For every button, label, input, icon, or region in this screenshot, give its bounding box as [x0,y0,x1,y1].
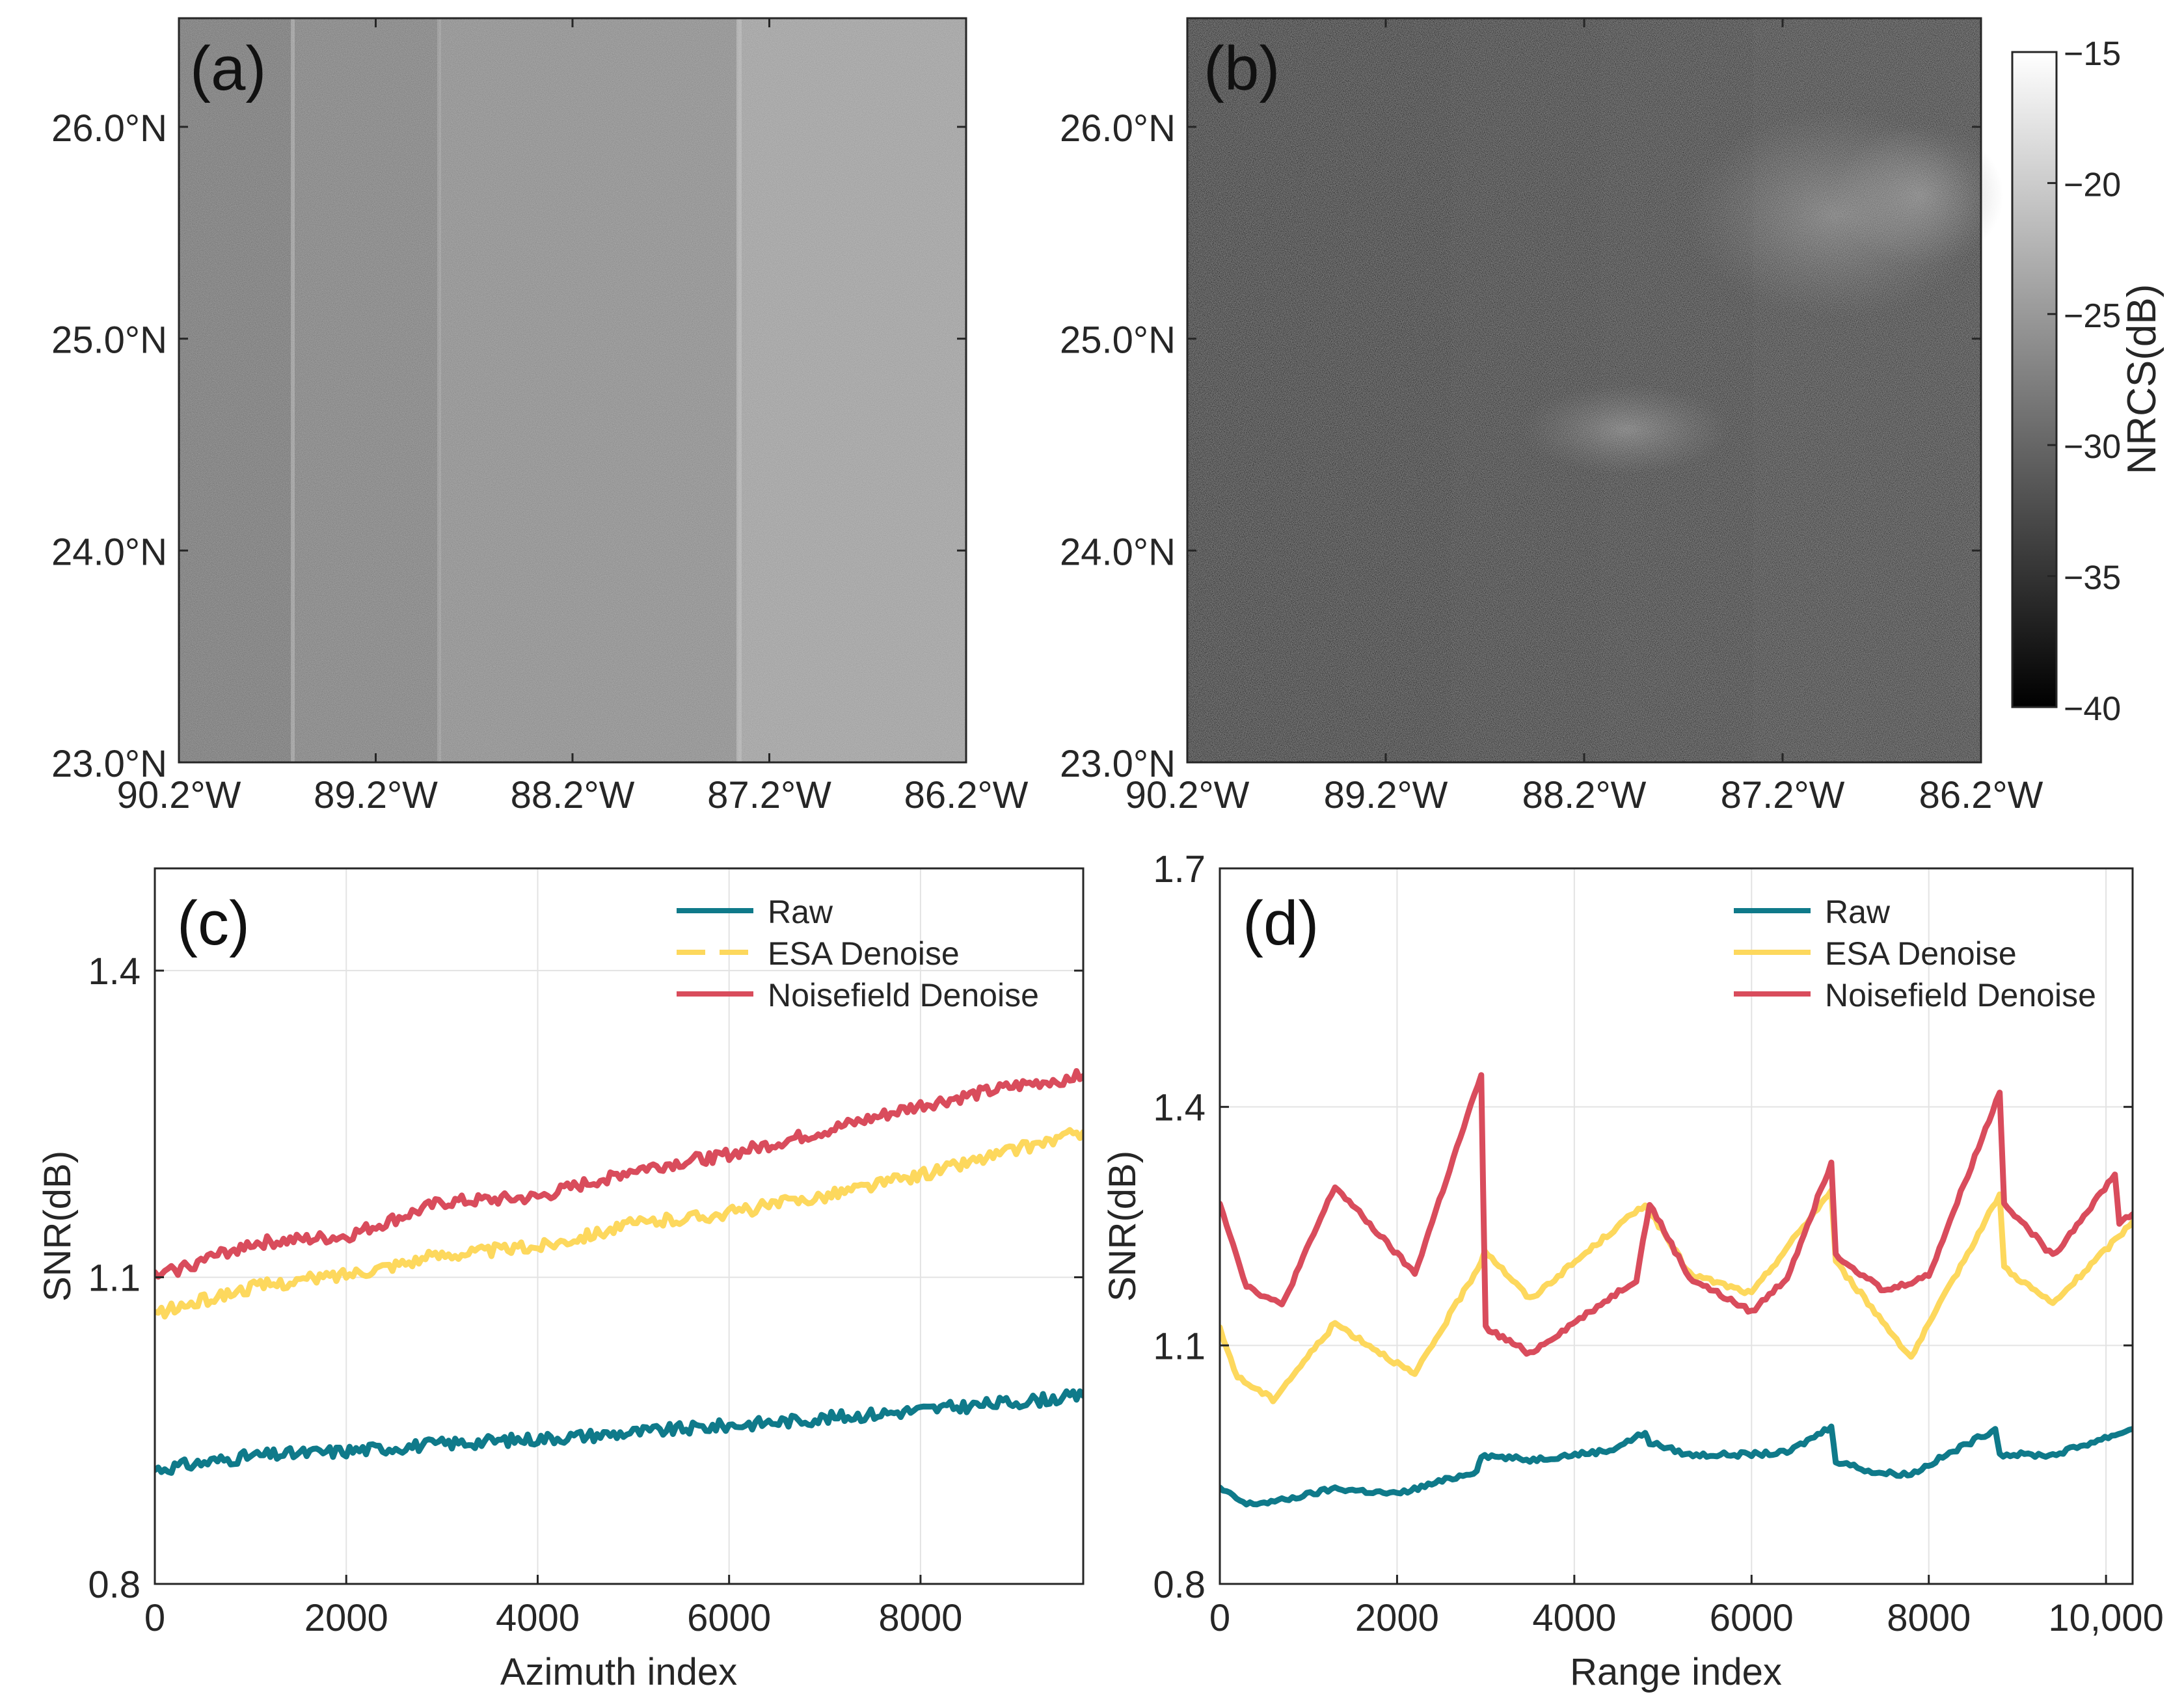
y-tick-label: 23.0°N [1060,743,1176,785]
x-tick-label: 86.2°W [904,774,1029,816]
y-tick-label: 25.0°N [51,319,167,362]
panel-c-ylabel: SNR(dB) [36,1151,79,1302]
x-tick-label: 89.2°W [1324,774,1448,816]
subswath-2 [293,18,439,762]
y-tick-label: 25.0°N [1060,319,1176,362]
x-tick-label: 87.2°W [707,774,831,816]
y-tick-label: 1.4 [1153,1087,1206,1129]
x-tick-label: 6000 [1710,1597,1794,1639]
legend-label: ESA Denoise [768,935,960,972]
colorbar-tick-label: −25 [2064,297,2121,335]
y-tick-label: 0.8 [1153,1564,1206,1606]
panel-a-label: (a) [190,34,266,103]
panel-c-azimuth-snr: 0 2000 4000 6000 8000 0.8 1.1 1.4 (c) Azimuth i… [36,867,1085,1693]
legend-label: Raw [768,894,833,930]
x-tick-label: 4000 [496,1597,580,1639]
panel-a-sar-image: (a) 26.0°N 25.0°N 24.0°N 23.0°N 90.2°W 89.2°… [51,17,1029,816]
panel-c-legend: Raw ESA Denoise Noisefield Denoise [677,894,1039,1013]
legend-label: Noisefield Denoise [768,977,1039,1013]
subswath-edge-3 [736,18,742,762]
panel-d-label: (d) [1243,889,1319,958]
panel-d-ylabel: SNR(dB) [1101,1151,1144,1302]
y-tick-label: 1.1 [88,1257,141,1300]
panel-a-y-ticks: 26.0°N 25.0°N 24.0°N 23.0°N [51,107,966,785]
panel-d-series [1220,1072,2133,1508]
panel-d-ticks: 0 2000 4000 6000 8000 10,000 0.8 1.1 1.4 1.7 [1153,848,2163,1639]
x-tick-label: 88.2°W [511,774,635,816]
x-tick-label: 8000 [878,1597,962,1639]
y-tick-label: 26.0°N [51,107,167,150]
y-tick-label: 26.0°N [1060,107,1176,150]
panel-d-xlabel: Range index [1570,1651,1782,1693]
x-tick-label: 87.2°W [1721,774,1845,816]
panel-b-image [1187,18,2004,762]
legend-label: Noisefield Denoise [1825,977,2096,1013]
colorbar-tick-label: −20 [2064,166,2121,204]
legend-label: ESA Denoise [1825,935,2017,972]
x-tick-label: 2000 [304,1597,388,1639]
bright-feature [1522,384,1731,475]
subswath-edge-1 [291,18,295,762]
panel-c-xlabel: Azimuth index [500,1651,737,1693]
y-tick-label: 24.0°N [51,531,167,573]
panel-c-frame [154,867,1085,1585]
bright-feature [1835,124,2004,267]
x-tick-label: 4000 [1532,1597,1616,1639]
panel-a-image [179,18,966,762]
series-line-noisefield-denoise [155,1068,1083,1280]
x-tick-label: 86.2°W [1919,774,2043,816]
colorbar-tick-label: −15 [2064,35,2121,73]
series-line-raw [1220,1423,2133,1508]
subswath-edge-2 [437,18,441,762]
panel-b-label: (b) [1204,34,1280,103]
x-tick-label: 88.2°W [1522,774,1647,816]
subswath-1 [1187,18,1451,762]
x-tick-label: 2000 [1355,1597,1439,1639]
panel-b-y-ticks: 26.0°N 25.0°N 24.0°N 23.0°N [1060,107,1981,785]
y-tick-label: 24.0°N [1060,531,1176,573]
x-tick-label: 90.2°W [1126,774,1250,816]
x-tick-label: 6000 [687,1597,771,1639]
series-line-esa-denoise [155,1127,1083,1320]
y-tick-label: 1.4 [88,950,141,993]
series-line-raw [155,1388,1083,1476]
colorbar-tick-label: −40 [2064,690,2121,728]
legend-label: Raw [1825,894,1891,930]
panel-d-legend: Raw ESA Denoise Noisefield Denoise [1734,894,2096,1013]
subswath-1 [179,18,293,762]
colorbar-label: NRCS(dB) [2120,284,2164,475]
x-tick-label: 8000 [1887,1597,1971,1639]
series-line-noisefield-denoise [1220,1072,2133,1357]
panel-c-label: (c) [177,889,250,958]
colorbar-gradient [2011,51,2058,708]
x-tick-label: 89.2°W [314,774,438,816]
subswath-4 [738,18,966,762]
y-tick-label: 1.7 [1153,848,1206,891]
colorbar-ticks: −15 −20 −25 −30 −35 −40 [2047,35,2121,728]
panel-a-x-ticks: 90.2°W 89.2°W 88.2°W 87.2°W 86.2°W [117,18,1029,816]
y-tick-label: 1.1 [1153,1325,1206,1367]
x-tick-label: 90.2°W [117,774,241,816]
panel-c-series [155,1068,1083,1476]
y-tick-label: 23.0°N [51,743,167,785]
x-tick-label: 0 [144,1597,165,1639]
panel-b-sar-image: (b) 26.0°N 25.0°N 24.0°N 23.0°N 90.2°W 89.2°… [1060,17,2164,816]
panel-d-plot-area [1220,868,2133,1584]
x-tick-label: 0 [1209,1597,1230,1639]
y-tick-label: 0.8 [88,1564,141,1606]
x-tick-label: 10,000 [2048,1597,2163,1639]
colorbar-tick-label: −35 [2064,559,2121,597]
colorbar-tick-label: −30 [2064,428,2121,466]
panel-b-x-ticks: 90.2°W 89.2°W 88.2°W 87.2°W 86.2°W [1126,18,2043,816]
colorbar: −15 −20 −25 −30 −35 −40 NRCS(dB) [2011,35,2164,728]
subswath-3 [439,18,738,762]
panel-d-frame [1219,867,2134,1585]
panel-c-ticks: 0 2000 4000 6000 8000 0.8 1.1 1.4 [88,950,1083,1639]
